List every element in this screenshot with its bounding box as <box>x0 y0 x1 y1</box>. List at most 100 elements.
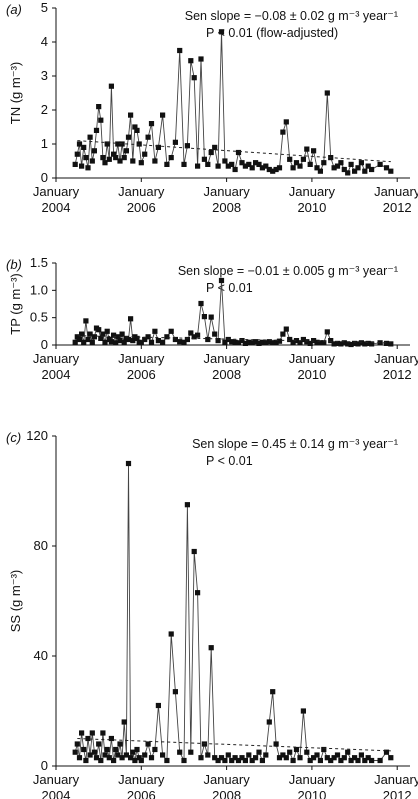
x-tick-label-month: January <box>33 351 80 366</box>
data-point <box>181 757 187 764</box>
x-tick-label-year: 2006 <box>127 367 156 382</box>
data-point <box>328 757 334 764</box>
data-point <box>208 645 214 651</box>
data-point <box>100 331 106 337</box>
data-point <box>293 746 300 753</box>
data-point <box>331 341 337 347</box>
data-point <box>276 338 283 344</box>
data-point <box>142 151 148 157</box>
data-point <box>191 75 197 81</box>
data-point <box>113 746 119 753</box>
data-point <box>89 730 95 736</box>
x-tick-label-year: 2012 <box>383 200 412 215</box>
p-value-annotation: P < 0.01 <box>206 281 253 295</box>
data-point <box>102 339 108 345</box>
data-point <box>355 341 361 347</box>
data-point <box>283 326 289 332</box>
y-tick-label: 0 <box>41 170 48 185</box>
data-point <box>184 502 190 508</box>
data-point <box>145 134 151 140</box>
data-point <box>81 746 87 753</box>
data-point <box>168 155 174 161</box>
x-tick-label-year: 2010 <box>297 367 326 382</box>
data-point <box>198 56 204 62</box>
data-point <box>119 755 125 761</box>
data-point <box>138 340 144 346</box>
data-point <box>136 755 142 761</box>
data-point <box>212 331 218 337</box>
data-point <box>96 104 102 110</box>
data-point <box>307 340 313 346</box>
chart-panel-2: (b)00.51.01.5TP (g m⁻³)January2004Januar… <box>6 255 418 382</box>
data-point <box>104 328 110 334</box>
data-point <box>334 752 341 758</box>
data-point <box>134 335 140 341</box>
data-point <box>341 340 347 346</box>
data-point <box>152 328 158 334</box>
data-point <box>91 334 97 340</box>
data-point <box>369 166 375 173</box>
data-point <box>280 129 286 135</box>
data-point <box>280 331 286 337</box>
data-point <box>89 158 95 164</box>
data-point <box>362 757 368 764</box>
data-point <box>164 161 170 167</box>
data-point <box>87 752 93 758</box>
data-point <box>270 168 276 174</box>
data-point <box>172 139 178 145</box>
data-point <box>215 757 221 764</box>
data-point <box>249 757 255 764</box>
data-point <box>253 160 259 166</box>
data-point <box>225 752 231 758</box>
data-point <box>115 334 121 340</box>
data-point <box>273 166 279 173</box>
data-point <box>155 702 161 709</box>
data-point <box>273 339 279 345</box>
y-tick-label: 40 <box>34 648 48 663</box>
series-line <box>74 31 392 174</box>
data-point <box>229 161 235 167</box>
data-point <box>300 156 306 162</box>
data-point <box>341 166 347 173</box>
data-point <box>74 334 80 340</box>
data-point <box>119 331 125 337</box>
data-point <box>195 163 201 169</box>
data-point <box>300 708 306 714</box>
data-point <box>304 146 310 152</box>
data-point <box>212 755 218 761</box>
data-point <box>215 163 221 169</box>
data-point <box>117 741 123 747</box>
data-point <box>242 340 248 346</box>
data-point <box>205 752 211 758</box>
data-point <box>239 338 245 344</box>
data-point <box>256 340 262 346</box>
data-point <box>365 340 371 346</box>
data-point <box>198 300 204 307</box>
data-point <box>352 168 358 174</box>
data-point <box>235 340 242 346</box>
data-point <box>111 332 117 338</box>
data-point <box>125 460 132 467</box>
panel-label: (c) <box>6 430 21 445</box>
data-point <box>304 749 310 755</box>
data-point <box>383 340 390 346</box>
data-point <box>168 631 174 637</box>
data-point <box>293 160 300 166</box>
data-point <box>130 158 136 164</box>
x-tick-label-month: January <box>374 351 418 366</box>
data-point <box>317 340 323 346</box>
data-point <box>85 735 91 742</box>
data-point <box>121 155 127 161</box>
data-point <box>111 757 117 764</box>
data-point <box>388 341 394 347</box>
data-point <box>348 161 354 167</box>
data-point <box>256 161 262 167</box>
data-point <box>184 336 190 343</box>
y-tick-label: 0 <box>41 758 48 773</box>
data-point <box>76 141 83 147</box>
data-point <box>338 160 344 166</box>
data-point <box>321 340 327 346</box>
data-point <box>191 548 197 555</box>
data-point <box>362 168 368 174</box>
data-point <box>81 339 87 345</box>
